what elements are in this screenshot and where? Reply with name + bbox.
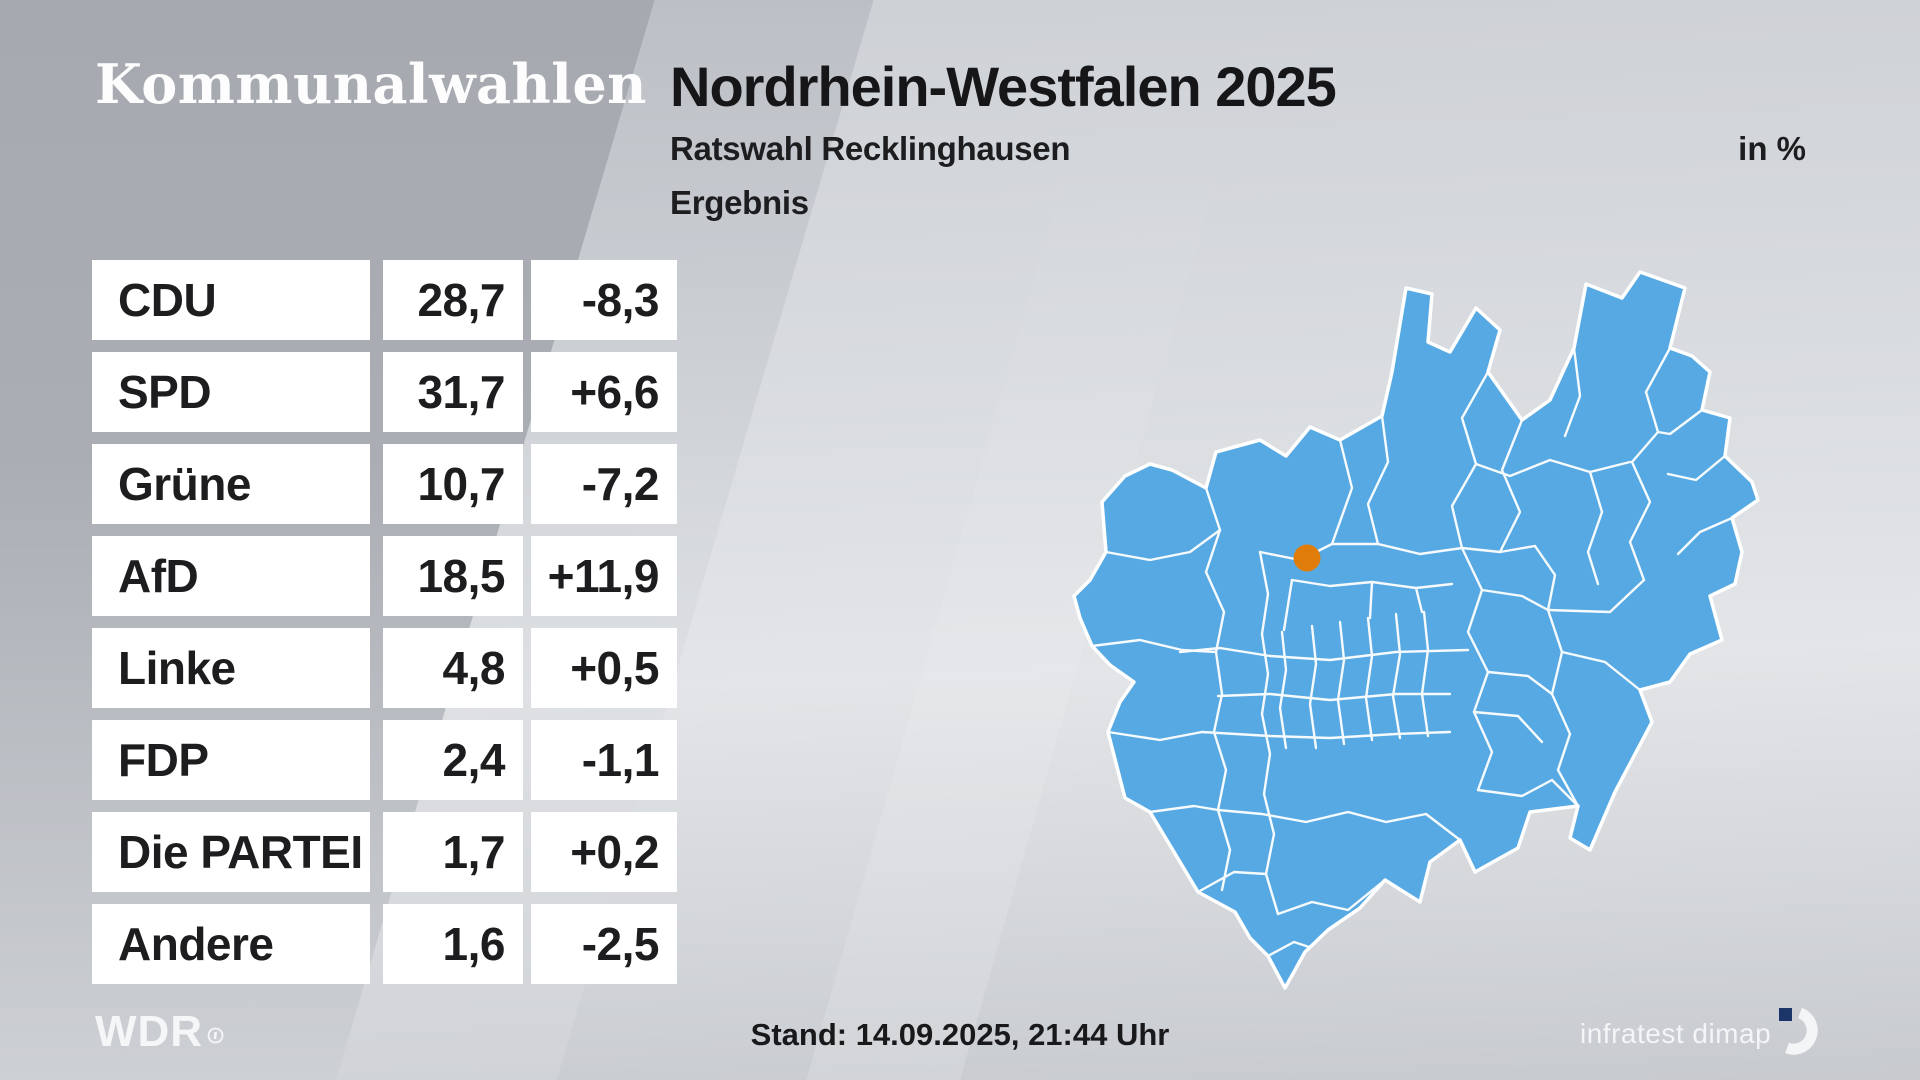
party-name: Die PARTEI [92, 812, 370, 892]
result-value: 2,4 [383, 720, 523, 800]
change-value: -1,1 [531, 720, 677, 800]
table-row: Grüne 10,7 -7,2 [92, 444, 677, 524]
source-credit: infratest dimap [1580, 1018, 1772, 1049]
recklinghausen-marker [1293, 544, 1321, 572]
change-value: +6,6 [531, 352, 677, 432]
result-value: 4,8 [383, 628, 523, 708]
page-title: Nordrhein-Westfalen 2025 [670, 55, 1337, 118]
result-value: 1,6 [383, 904, 523, 984]
result-value: 28,7 [383, 260, 523, 340]
ard-circle-one-icon [207, 1008, 224, 1052]
change-value: -2,5 [531, 904, 677, 984]
result-status-label: Ergebnis [670, 184, 809, 221]
wdr-logo-text: WDR [95, 1007, 204, 1056]
nrw-districts-map [1072, 270, 1760, 990]
infratest-dimap-logo-icon [1779, 1007, 1818, 1055]
wdr-logo: WDR [95, 1010, 224, 1054]
state-outline [1072, 270, 1760, 990]
party-name: FDP [92, 720, 370, 800]
change-value: -8,3 [531, 260, 677, 340]
result-value: 18,5 [383, 536, 523, 616]
table-row: Andere 1,6 -2,5 [92, 904, 677, 984]
table-row: CDU 28,7 -8,3 [92, 260, 677, 340]
status-timestamp: Stand: 14.09.2025, 21:44 Uhr [750, 1017, 1170, 1052]
district-borders [1090, 346, 1734, 958]
change-value: -7,2 [531, 444, 677, 524]
party-name: Andere [92, 904, 370, 984]
table-row: Die PARTEI 1,7 +0,2 [92, 812, 677, 892]
result-value: 31,7 [383, 352, 523, 432]
results-table: CDU 28,7 -8,3 SPD 31,7 +6,6 Grüne 10,7 -… [92, 260, 677, 996]
result-value: 1,7 [383, 812, 523, 892]
table-row: AfD 18,5 +11,9 [92, 536, 677, 616]
party-name: SPD [92, 352, 370, 432]
program-brand: Kommunalwahlen [95, 52, 647, 116]
change-value: +11,9 [531, 536, 677, 616]
result-value: 10,7 [383, 444, 523, 524]
election-subtitle: Ratswahl Recklinghausen [670, 130, 1071, 167]
change-value: +0,5 [531, 628, 677, 708]
change-value: +0,2 [531, 812, 677, 892]
party-name: AfD [92, 536, 370, 616]
table-row: Linke 4,8 +0,5 [92, 628, 677, 708]
table-row: SPD 31,7 +6,6 [92, 352, 677, 432]
unit-label: in % [1738, 130, 1806, 167]
party-name: CDU [92, 260, 370, 340]
party-name: Linke [92, 628, 370, 708]
table-row: FDP 2,4 -1,1 [92, 720, 677, 800]
party-name: Grüne [92, 444, 370, 524]
